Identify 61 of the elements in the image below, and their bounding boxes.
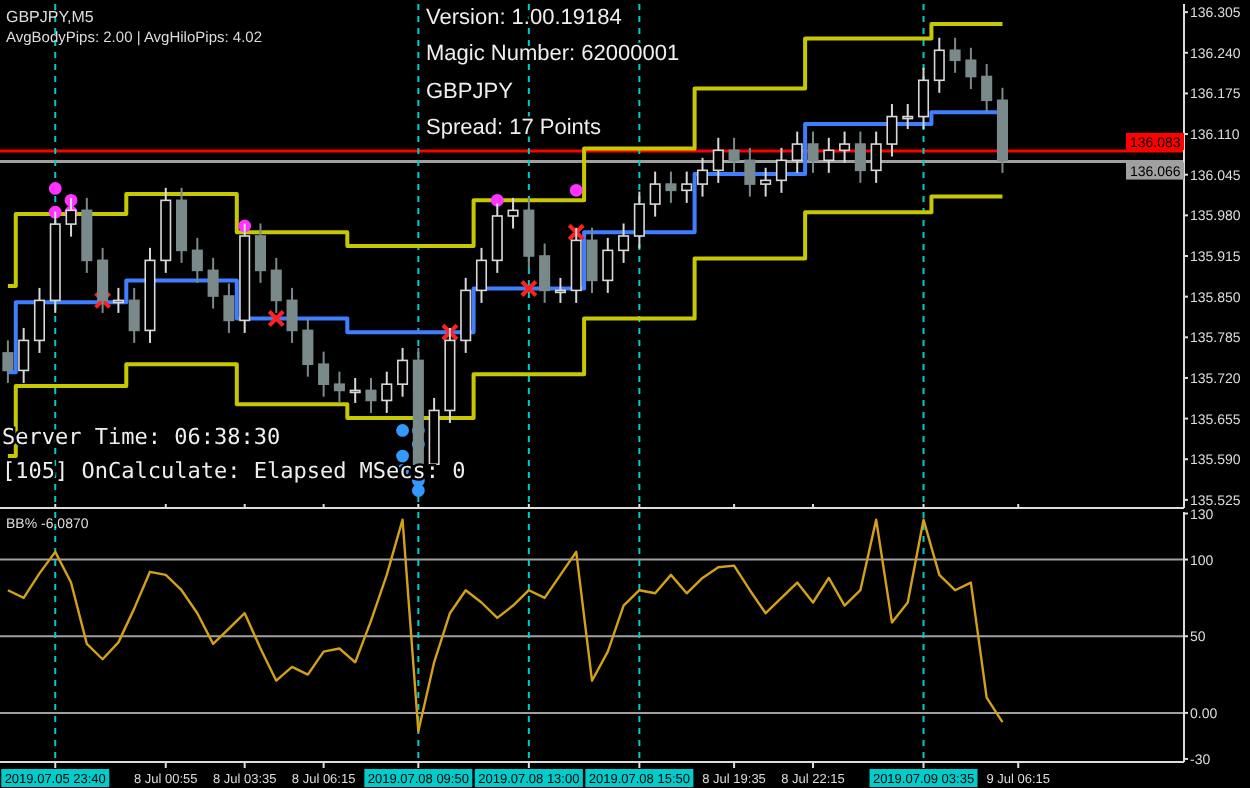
candlestick [681,170,693,204]
candlestick [507,196,519,230]
candlestick [286,286,298,344]
candlestick [97,246,109,314]
candlestick [18,326,30,384]
candlestick [823,136,835,174]
candlestick [586,226,598,294]
candlestick [333,370,345,404]
point [440,323,459,342]
candlestick [2,339,14,384]
candlestick [207,256,219,310]
candlestick [33,286,45,354]
annotation: Version: 1.00.19184 [426,6,622,30]
candlestick [191,236,203,284]
candlestick [870,130,882,184]
candlestick [696,156,709,198]
point [519,279,538,298]
candlestick [933,36,945,94]
candlestick [839,130,851,164]
candlestick [760,166,772,198]
candlestick [365,376,377,414]
candlestick [475,246,488,304]
point [490,193,504,207]
candlestick [302,316,314,378]
candlestick [223,282,235,334]
candlestick [254,222,267,284]
candlestick [318,350,330,398]
annotation: GBPJPY [426,80,515,104]
point [569,183,583,197]
candlestick [854,130,866,184]
line-series [6,518,1004,733]
candlestick [775,146,787,194]
candlestick [965,46,977,91]
candlestick [807,130,819,174]
candlestick [886,103,898,158]
candlestick [539,242,551,304]
candlestick [981,63,993,114]
candlestick [665,170,677,204]
candlestick [917,66,930,131]
chart-title: GBPJPY,M5 [6,8,95,26]
candlestick [381,370,393,414]
candlestick [128,286,140,344]
point [411,484,425,497]
point [48,182,62,195]
candlestick [949,36,961,74]
annotation: Spread: 17 Points [426,116,602,140]
candlestick [523,196,535,270]
point [267,309,286,328]
candlestick [649,170,661,218]
candlestick [602,236,614,294]
point [567,223,586,242]
candlestick [397,346,409,398]
candlestick [633,190,645,250]
candlestick [618,222,630,264]
candlestick [712,136,724,184]
candlestick [728,136,740,174]
candlestick [791,130,803,174]
point [93,291,112,310]
candlestick [744,146,756,198]
annotation: Magic Number: 62000001 [426,42,680,66]
point [396,424,409,437]
